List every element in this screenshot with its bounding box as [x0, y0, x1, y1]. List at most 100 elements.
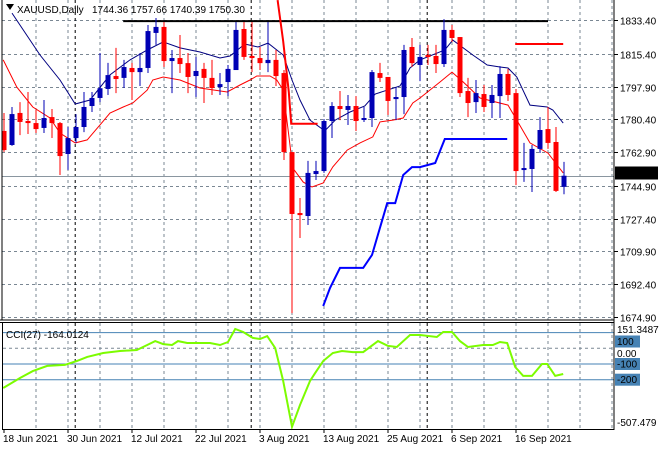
candle-body — [177, 58, 183, 65]
current-price-label: 1750.30 — [618, 169, 655, 180]
candle-body — [321, 121, 327, 172]
candle — [417, 44, 423, 82]
candle-body — [129, 67, 135, 73]
candle-body — [425, 55, 431, 58]
candle-body — [233, 29, 239, 71]
candle — [361, 106, 367, 122]
candle-body — [433, 55, 439, 65]
candle-body — [257, 58, 263, 64]
candle — [329, 102, 335, 139]
candle — [409, 37, 415, 68]
candle-body — [281, 73, 287, 153]
price-tick-label: 1833.40 — [620, 17, 657, 28]
chart-header: XAUUSD,Daily 1744.36 1757.66 1740.39 175… — [6, 4, 245, 16]
candle — [9, 106, 15, 146]
candle-body — [465, 91, 471, 104]
candle-body — [9, 114, 15, 145]
candle-body — [529, 148, 535, 169]
candle — [57, 121, 63, 175]
candle — [385, 76, 391, 116]
candle-body — [113, 76, 119, 80]
candle — [265, 22, 271, 73]
candle — [353, 96, 359, 131]
candle-body — [497, 73, 503, 97]
candle-body — [401, 49, 407, 98]
candle-body — [97, 88, 103, 98]
candle — [537, 117, 543, 154]
price-tick-label: 1762.90 — [620, 149, 657, 160]
time-tick-label: 22 Jul 2021 — [195, 434, 247, 445]
candle-body — [313, 171, 319, 175]
candle-body — [489, 94, 495, 104]
candle-body — [81, 106, 87, 128]
candle-body — [553, 141, 559, 191]
candle — [513, 88, 519, 186]
indicator-overlays — [2, 0, 614, 307]
candle-body — [297, 213, 303, 216]
current-price-box — [615, 166, 658, 180]
candle — [185, 52, 191, 94]
candle-body — [441, 29, 447, 65]
candle — [369, 70, 375, 128]
cci-level-box — [615, 373, 640, 386]
candle — [137, 52, 143, 86]
candle — [289, 152, 295, 314]
time-axis[interactable]: 18 Jun 2021 30 Jun 2021 12 Jul 2021 22 Jul … — [3, 429, 572, 445]
candle — [529, 144, 535, 193]
candle-body — [457, 37, 463, 94]
candle — [177, 34, 183, 74]
time-tick-label: 13 Aug 2021 — [323, 434, 380, 445]
candle — [449, 25, 455, 42]
candle — [465, 77, 471, 118]
price-axis[interactable]: 1833.40 1815.40 1797.90 1780.40 1762.90 1744.… — [614, 17, 658, 325]
candle — [153, 17, 159, 45]
candle — [225, 64, 231, 97]
candle — [89, 91, 95, 113]
candle — [401, 44, 407, 115]
candle — [201, 62, 207, 104]
time-tick-label: 3 Aug 2021 — [259, 434, 310, 445]
candle-body — [377, 73, 383, 78]
candle — [33, 109, 39, 134]
candle-body — [345, 106, 351, 110]
candle-body — [209, 77, 215, 89]
candle — [217, 73, 223, 95]
candle — [313, 160, 319, 181]
step-indicator-line — [322, 138, 508, 307]
candle-body — [409, 46, 415, 64]
candle-body — [153, 26, 159, 33]
candle — [545, 106, 551, 149]
candle-body — [1, 130, 7, 151]
candle-body — [137, 67, 143, 73]
candle — [41, 100, 47, 134]
candle — [305, 160, 311, 226]
candle — [105, 62, 111, 95]
time-tick-label: 18 Jun 2021 — [3, 434, 58, 445]
cci-tick-label: 0.00 — [617, 349, 637, 360]
candle-body — [185, 63, 191, 77]
candle — [121, 59, 127, 89]
candle — [521, 142, 527, 182]
candle-body — [89, 97, 95, 107]
symbol-label: XAUUSD,Daily — [17, 5, 84, 16]
candle-body — [329, 106, 335, 122]
time-tick-label: 16 Sep 2021 — [515, 434, 572, 445]
cci-level-box — [615, 335, 640, 348]
candle — [393, 87, 399, 121]
candle-body — [161, 26, 167, 62]
period-separators — [74, 0, 428, 429]
candle — [145, 25, 151, 74]
candle — [489, 85, 495, 119]
candle-body — [353, 106, 359, 122]
candle — [561, 161, 567, 195]
candle — [233, 22, 239, 71]
candle — [481, 85, 487, 113]
cci-label: CCI(27) -164.0124 — [6, 330, 89, 341]
candle — [281, 70, 287, 160]
triangle-down-icon[interactable] — [6, 4, 14, 10]
candle — [193, 56, 199, 98]
red-level-line — [276, 0, 318, 125]
cci-tick-label: 151.3487 — [617, 325, 659, 336]
